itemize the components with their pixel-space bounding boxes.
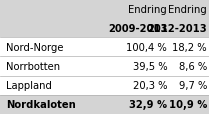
Text: 8,6 %: 8,6 % <box>179 62 207 71</box>
Text: Norrbotten: Norrbotten <box>6 62 60 71</box>
Text: Endring: Endring <box>168 5 207 14</box>
Text: 10,9 %: 10,9 % <box>168 100 207 109</box>
Text: 39,5 %: 39,5 % <box>133 62 167 71</box>
Text: 9,7 %: 9,7 % <box>178 81 207 90</box>
Text: Lappland: Lappland <box>6 81 52 90</box>
Text: Nordkaloten: Nordkaloten <box>6 100 76 109</box>
Text: 20,3 %: 20,3 % <box>133 81 167 90</box>
Text: Endring: Endring <box>129 5 167 14</box>
Bar <box>0 38 209 95</box>
Text: 18,2 %: 18,2 % <box>172 43 207 52</box>
Text: 2012-2013: 2012-2013 <box>147 24 207 33</box>
Text: 100,4 %: 100,4 % <box>126 43 167 52</box>
Text: Nord-Norge: Nord-Norge <box>6 43 64 52</box>
Text: 32,9 %: 32,9 % <box>129 100 167 109</box>
Text: 2009-2013: 2009-2013 <box>108 24 167 33</box>
Bar <box>0 95 209 114</box>
